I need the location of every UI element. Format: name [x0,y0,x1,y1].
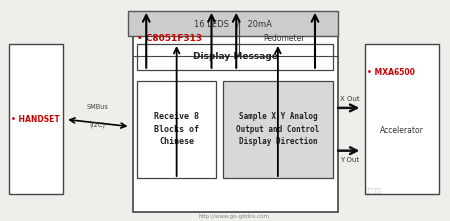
Text: X Out: X Out [340,96,360,102]
Text: Accelerator: Accelerator [380,126,423,135]
Text: Receive 8
Blocks of
Chinese: Receive 8 Blocks of Chinese [154,112,199,146]
Text: • MXA6500: • MXA6500 [367,69,414,77]
Bar [137,81,216,178]
Text: (I2C): (I2C) [90,122,106,128]
Text: http://www.go-gddns.com: http://www.go-gddns.com [198,214,270,219]
Bar [223,81,333,178]
Bar [128,11,338,36]
Bar [9,44,63,194]
Text: • HANDSET: • HANDSET [11,115,60,124]
Text: Display Message: Display Message [193,52,278,61]
Bar [364,44,439,194]
Text: Pedometer: Pedometer [263,34,304,43]
Text: Y Out: Y Out [340,156,359,162]
Text: SMBus: SMBus [87,104,109,110]
Text: 16 LEDS   /   20mA: 16 LEDS / 20mA [194,19,272,28]
Text: • C8051F313: • C8051F313 [137,34,202,43]
Bar [137,44,333,70]
Text: 电子发烧友: 电子发烧友 [365,189,382,194]
Bar [133,22,338,212]
Text: Sample X,Y Analog
Output and Control
Display Direction: Sample X,Y Analog Output and Control Dis… [236,112,320,146]
